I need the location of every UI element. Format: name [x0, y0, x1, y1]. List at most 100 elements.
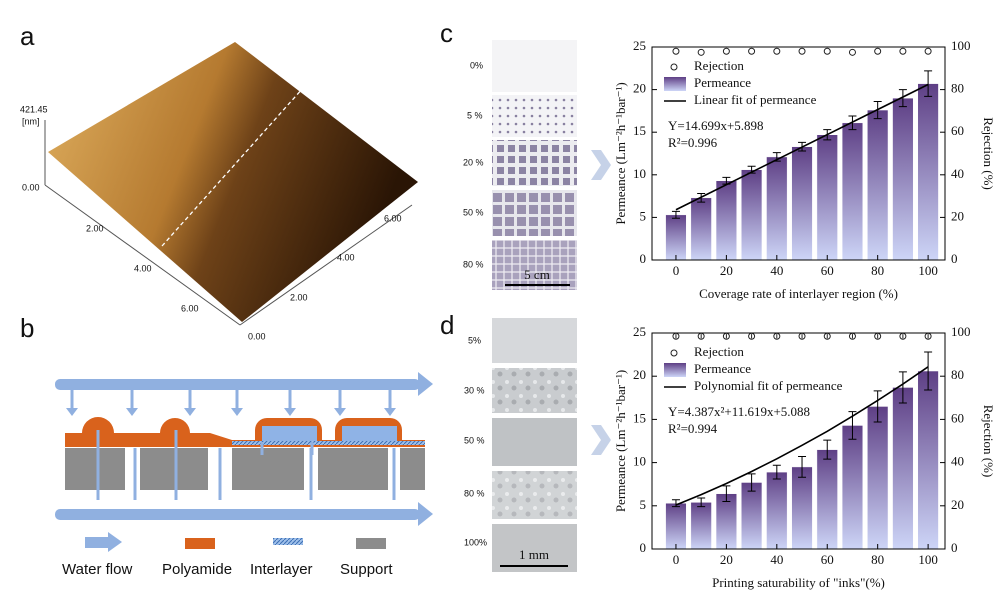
- panel-label: d: [440, 310, 454, 340]
- rejection-point: [848, 48, 856, 56]
- y2-tick-label: 20: [951, 208, 964, 223]
- y-tick-label: 0: [640, 540, 647, 555]
- x-tick-label: 80: [871, 263, 884, 278]
- arrow: [591, 425, 611, 455]
- panel-label: b: [20, 313, 34, 343]
- x-tick-label: 60: [821, 263, 834, 278]
- annotation: R²=0.996: [668, 135, 718, 150]
- x-axis: [239, 204, 413, 326]
- y-axis: [44, 184, 241, 326]
- panel-label: c: [440, 18, 453, 48]
- z-min-label: 0.00: [22, 182, 40, 192]
- bar: [741, 169, 763, 261]
- bar: [917, 370, 939, 550]
- y2-tick-label: 40: [951, 454, 964, 469]
- sample-label: 100%: [464, 537, 487, 547]
- bar: [766, 471, 788, 550]
- x-tick-label: 60: [821, 552, 834, 567]
- y-tick-label: 0: [640, 251, 647, 266]
- y-tick-label: 5: [640, 497, 647, 512]
- x-tick-label: 40: [770, 552, 783, 567]
- y2-tick-label: 0: [951, 540, 958, 555]
- y2-axis-label: Rejection (%): [981, 117, 996, 190]
- sample-label: 20 %: [463, 157, 484, 167]
- error-bar: [924, 70, 933, 97]
- bar: [715, 493, 737, 550]
- y-tick-label: 10: [633, 166, 646, 181]
- y2-tick-label: 40: [951, 166, 964, 181]
- sample-label: 80 %: [464, 488, 485, 498]
- rejection-point: [874, 47, 882, 55]
- rejection-point: [773, 47, 781, 55]
- y-tick-label: 20: [633, 81, 646, 96]
- sample-image: [492, 471, 577, 519]
- error-bar: [898, 89, 907, 108]
- bar: [816, 134, 838, 261]
- sample-image: [492, 418, 577, 466]
- legend-label: Rejection: [694, 344, 744, 359]
- legend-key: [664, 77, 686, 91]
- legend-key: [670, 349, 678, 357]
- membrane-diagram: [55, 372, 433, 552]
- sample-label: 0%: [470, 60, 483, 70]
- rejection-point: [924, 47, 932, 55]
- legend-label: Permeance: [694, 75, 751, 90]
- annotation: Y=14.699x+5.898: [668, 118, 764, 133]
- x-tick-label: 100: [918, 552, 938, 567]
- tick-label: 6.00: [384, 213, 402, 223]
- y2-tick-label: 60: [951, 123, 964, 138]
- sample-image: [492, 240, 577, 290]
- sample-image: [492, 95, 577, 137]
- z-max-label: 421.45: [20, 104, 48, 114]
- legend-label: Interlayer: [250, 561, 313, 578]
- error-bar: [798, 456, 807, 478]
- sample-label: 80 %: [463, 259, 484, 269]
- sample-label: 5 %: [467, 110, 483, 120]
- y-tick-label: 5: [640, 208, 647, 223]
- tick-label: 4.00: [337, 252, 355, 262]
- y2-tick-label: 20: [951, 497, 964, 512]
- sample-image: [492, 140, 577, 186]
- bar: [917, 83, 939, 261]
- rejection-point: [672, 47, 680, 55]
- bar: [690, 502, 712, 550]
- x-tick-label: 20: [720, 552, 733, 567]
- y-tick-label: 10: [633, 454, 646, 469]
- y2-tick-label: 100: [951, 38, 971, 53]
- sample-image: [492, 190, 577, 236]
- bar: [766, 156, 788, 261]
- y-tick-label: 15: [633, 123, 646, 138]
- y-tick-label: 25: [633, 38, 646, 53]
- bar: [791, 146, 813, 261]
- y-tick-label: 15: [633, 410, 646, 425]
- error-bar: [924, 351, 933, 391]
- y-tick-label: 25: [633, 324, 646, 339]
- panel-label: a: [20, 21, 35, 51]
- sample-image: [492, 40, 577, 92]
- afm-surface: [48, 42, 418, 322]
- error-bar: [722, 485, 731, 502]
- arrow: [591, 150, 611, 180]
- x-tick-label: 20: [720, 263, 733, 278]
- fit-line: [675, 366, 929, 506]
- tick-label: 6.00: [181, 303, 199, 313]
- rejection-point: [823, 47, 831, 55]
- plot-frame: [651, 46, 946, 261]
- sample-label: 50 %: [463, 207, 484, 217]
- sample-label: 5%: [468, 335, 481, 345]
- x-axis-label: Coverage rate of interlayer region (%): [699, 286, 898, 301]
- legend-label: Polynomial fit of permeance: [694, 378, 843, 393]
- bar: [741, 482, 763, 550]
- tick-label: 4.00: [134, 263, 152, 273]
- legend-label: Rejection: [694, 58, 744, 73]
- y-axis-label: Permeance (Lm⁻²h⁻¹bar⁻¹): [613, 82, 628, 224]
- bar: [841, 122, 864, 261]
- error-bar: [823, 439, 832, 460]
- rejection-point: [697, 48, 705, 56]
- x-tick-label: 0: [673, 552, 680, 567]
- y-tick-label: 20: [633, 367, 646, 382]
- y2-tick-label: 60: [951, 410, 964, 425]
- scale-label: 5 cm: [524, 267, 550, 282]
- legend-label: Permeance: [694, 361, 751, 376]
